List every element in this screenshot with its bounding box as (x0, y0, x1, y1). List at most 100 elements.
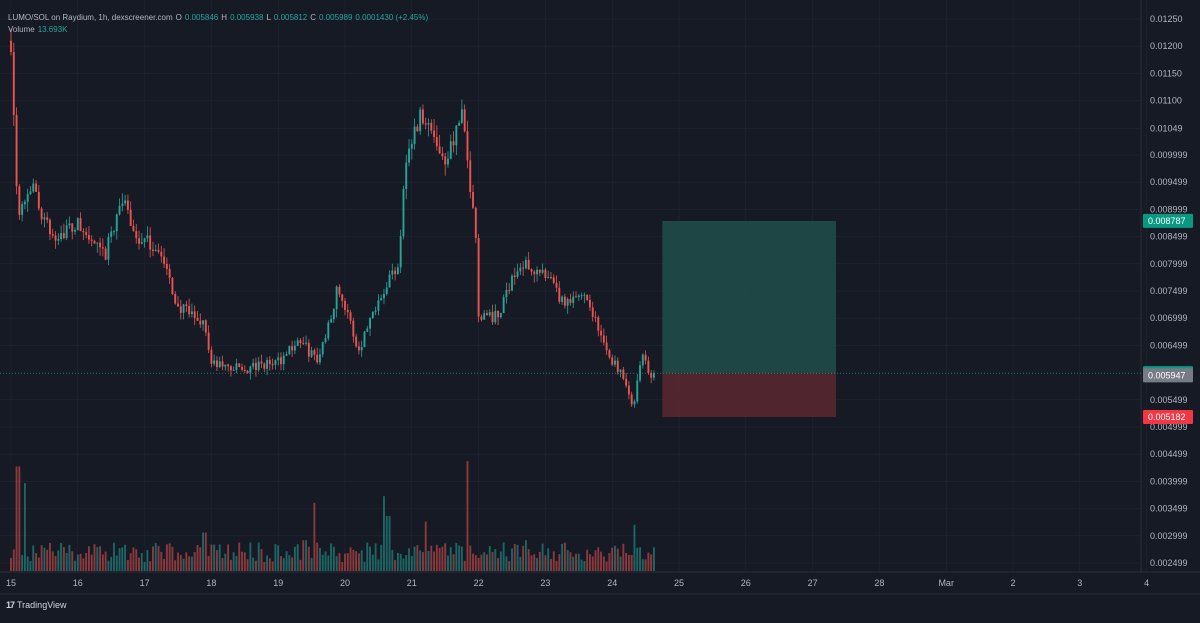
candle-body (341, 294, 344, 301)
volume-bar (107, 560, 110, 571)
volume-bar (15, 466, 18, 571)
candle-body (216, 360, 218, 368)
candle-body (338, 286, 341, 295)
legend-open-label: O (175, 13, 182, 22)
chart-legend: LUMO/SOL on Raydium, 1h, dexscreener.com… (8, 12, 428, 36)
volume-bar (580, 559, 583, 571)
volume-bar (499, 551, 502, 571)
loss-zone (662, 373, 836, 418)
volume-bar (10, 557, 12, 571)
candle-body (355, 336, 358, 347)
y-tick-label: 0.007499 (1150, 286, 1188, 296)
legend-volume-label[interactable]: Volume (8, 25, 35, 34)
volume-bar (149, 561, 152, 571)
volume-bar (388, 516, 391, 571)
candle-body (51, 234, 54, 236)
x-tick-label: 4 (1144, 578, 1149, 588)
volume-bar (547, 548, 550, 571)
volume-bar (124, 544, 127, 571)
candle-body (366, 328, 369, 332)
candle-body (310, 350, 313, 357)
volume-bar (555, 560, 558, 571)
tradingview-brand[interactable]: 17 TradingView (6, 600, 67, 610)
legend-symbol[interactable]: LUMO/SOL on Raydium, 1h, dexscreener.com (8, 13, 173, 22)
candle-body (497, 310, 500, 318)
candle-body (572, 296, 575, 303)
volume-bar (511, 548, 513, 571)
tradingview-logo-icon: 17 (6, 600, 15, 610)
legend-low-label: L (266, 13, 271, 22)
candle-body (268, 359, 271, 365)
candle-body (591, 307, 594, 317)
candle-body (600, 330, 603, 336)
candle-body (396, 267, 399, 275)
candle-body (149, 235, 152, 250)
candle-body (416, 126, 419, 132)
candle-body (449, 141, 452, 159)
candle-body (474, 207, 477, 239)
volume-bar (594, 550, 597, 571)
volume-bar (316, 542, 319, 571)
volume-bar (530, 555, 533, 571)
candle-body (424, 123, 427, 125)
x-tick-label: 23 (540, 578, 550, 588)
candle-body (101, 247, 104, 249)
volume-bar (650, 554, 653, 571)
volume-bar (299, 559, 302, 571)
candle-body (280, 357, 282, 365)
price-badge-label: 0.008787 (1148, 216, 1186, 226)
candle-body (227, 364, 230, 367)
candle-body (71, 223, 74, 232)
candle-body (647, 360, 650, 373)
volume-bar (474, 555, 477, 571)
y-tick-label: 0.009999 (1150, 150, 1188, 160)
y-tick-label: 0.004999 (1150, 422, 1188, 432)
volume-bar (210, 544, 213, 571)
x-tick-label: 28 (874, 578, 884, 588)
candle-body (594, 316, 597, 318)
candle-body (374, 310, 377, 313)
volume-bar (460, 546, 463, 571)
volume-bar (266, 555, 269, 571)
volume-bar (550, 558, 552, 571)
candle-body (232, 369, 235, 371)
volume-bar (522, 545, 525, 571)
candle-body (79, 218, 82, 232)
price-badge-label: 0.005947 (1148, 370, 1186, 380)
candle-body (221, 361, 224, 367)
volume-bar (310, 557, 313, 571)
candle-body (516, 271, 519, 277)
candle-body (399, 236, 402, 268)
candle-body (622, 369, 625, 379)
candle-body (524, 259, 527, 269)
volume-bar (90, 554, 93, 571)
volume-bar (396, 552, 399, 571)
volume-bar (229, 559, 232, 571)
y-tick-label: 0.007999 (1150, 259, 1188, 269)
candle-body (99, 242, 102, 248)
volume-bar (466, 461, 469, 571)
volume-bar (138, 557, 140, 571)
x-tick-label: 27 (808, 578, 818, 588)
volume-bar (405, 555, 408, 571)
candle-body (190, 311, 193, 315)
volume-bar (132, 547, 135, 571)
candle-body (110, 231, 113, 237)
y-tick-label: 0.01100 (1150, 96, 1182, 106)
volume-bar (87, 546, 90, 571)
candle-body (218, 361, 221, 368)
candle-body (46, 217, 49, 220)
candle-body (299, 340, 302, 344)
volume-bar (307, 546, 310, 571)
price-badge-label: 0.005182 (1148, 412, 1186, 422)
candle-layer (10, 28, 655, 408)
volume-bar (524, 540, 527, 571)
volume-bar (527, 549, 530, 571)
volume-bar (483, 552, 486, 571)
candle-body (541, 269, 544, 273)
candle-body (107, 236, 110, 260)
candle-body (132, 225, 135, 232)
candle-body (160, 251, 163, 257)
